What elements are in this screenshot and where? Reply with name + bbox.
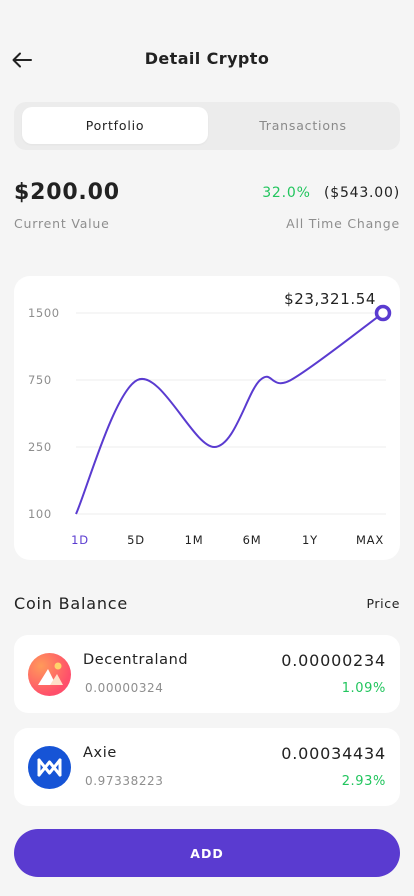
y-tick-label: 750 <box>28 373 52 387</box>
price-heading: Price <box>366 596 400 611</box>
coin-name: Decentraland <box>83 652 189 668</box>
range-1y[interactable]: 1Y <box>302 533 318 547</box>
tab-portfolio[interactable]: Portfolio <box>22 107 208 144</box>
coin-change: 2.93% <box>341 774 386 789</box>
current-point-marker <box>374 304 392 322</box>
price-chart: 1500 750 250 100 $23,321.54 1D 5D 1M 6M 1Y MAX <box>14 276 400 560</box>
header: Detail Crypto <box>0 0 414 120</box>
view-tab-bar: Portfolio Transactions <box>14 102 400 150</box>
price-line <box>75 312 384 515</box>
range-1m[interactable]: 1M <box>185 533 204 547</box>
page-title: Detail Crypto <box>144 49 270 68</box>
coin-price: 0.00034434 <box>281 744 386 763</box>
price-chart-svg: 1500 750 250 100 $23,321.54 1D 5D 1M 6M 1Y MAX <box>28 290 392 547</box>
change-percent: 32.0% <box>262 185 311 201</box>
all-time-change-label: All Time Change <box>286 216 400 231</box>
range-6m[interactable]: 6M <box>243 533 262 547</box>
current-value: $200.00 <box>14 180 120 205</box>
coin-change: 1.09% <box>341 681 386 696</box>
back-button[interactable] <box>10 48 34 72</box>
change-amount: ($543.00) <box>323 185 400 201</box>
add-button[interactable]: ADD <box>14 829 400 877</box>
all-time-change: 32.0% ($543.00) <box>262 185 400 201</box>
coin-row-axie[interactable]: Axie 0.97338223 0.00034434 2.93% <box>14 728 400 806</box>
y-tick-label: 1500 <box>28 306 60 320</box>
decentraland-icon <box>28 653 71 696</box>
arrow-left-icon <box>12 52 32 68</box>
range-max[interactable]: MAX <box>356 533 384 547</box>
highlight-value-label: $23,321.54 <box>284 290 376 308</box>
y-tick-label: 100 <box>28 507 52 521</box>
tab-transactions[interactable]: Transactions <box>259 118 347 133</box>
coin-amount: 0.00000324 <box>85 681 164 695</box>
y-tick-label: 250 <box>28 440 52 454</box>
range-1d[interactable]: 1D <box>71 533 89 547</box>
range-5d[interactable]: 5D <box>127 533 145 547</box>
coin-name: Axie <box>83 745 117 761</box>
coin-row-decentraland[interactable]: Decentraland 0.00000324 0.00000234 1.09% <box>14 635 400 713</box>
coin-price: 0.00000234 <box>281 651 386 670</box>
coin-balance-heading: Coin Balance <box>14 594 129 613</box>
current-value-label: Current Value <box>14 216 110 231</box>
axie-icon <box>28 746 71 789</box>
coin-amount: 0.97338223 <box>85 774 164 788</box>
